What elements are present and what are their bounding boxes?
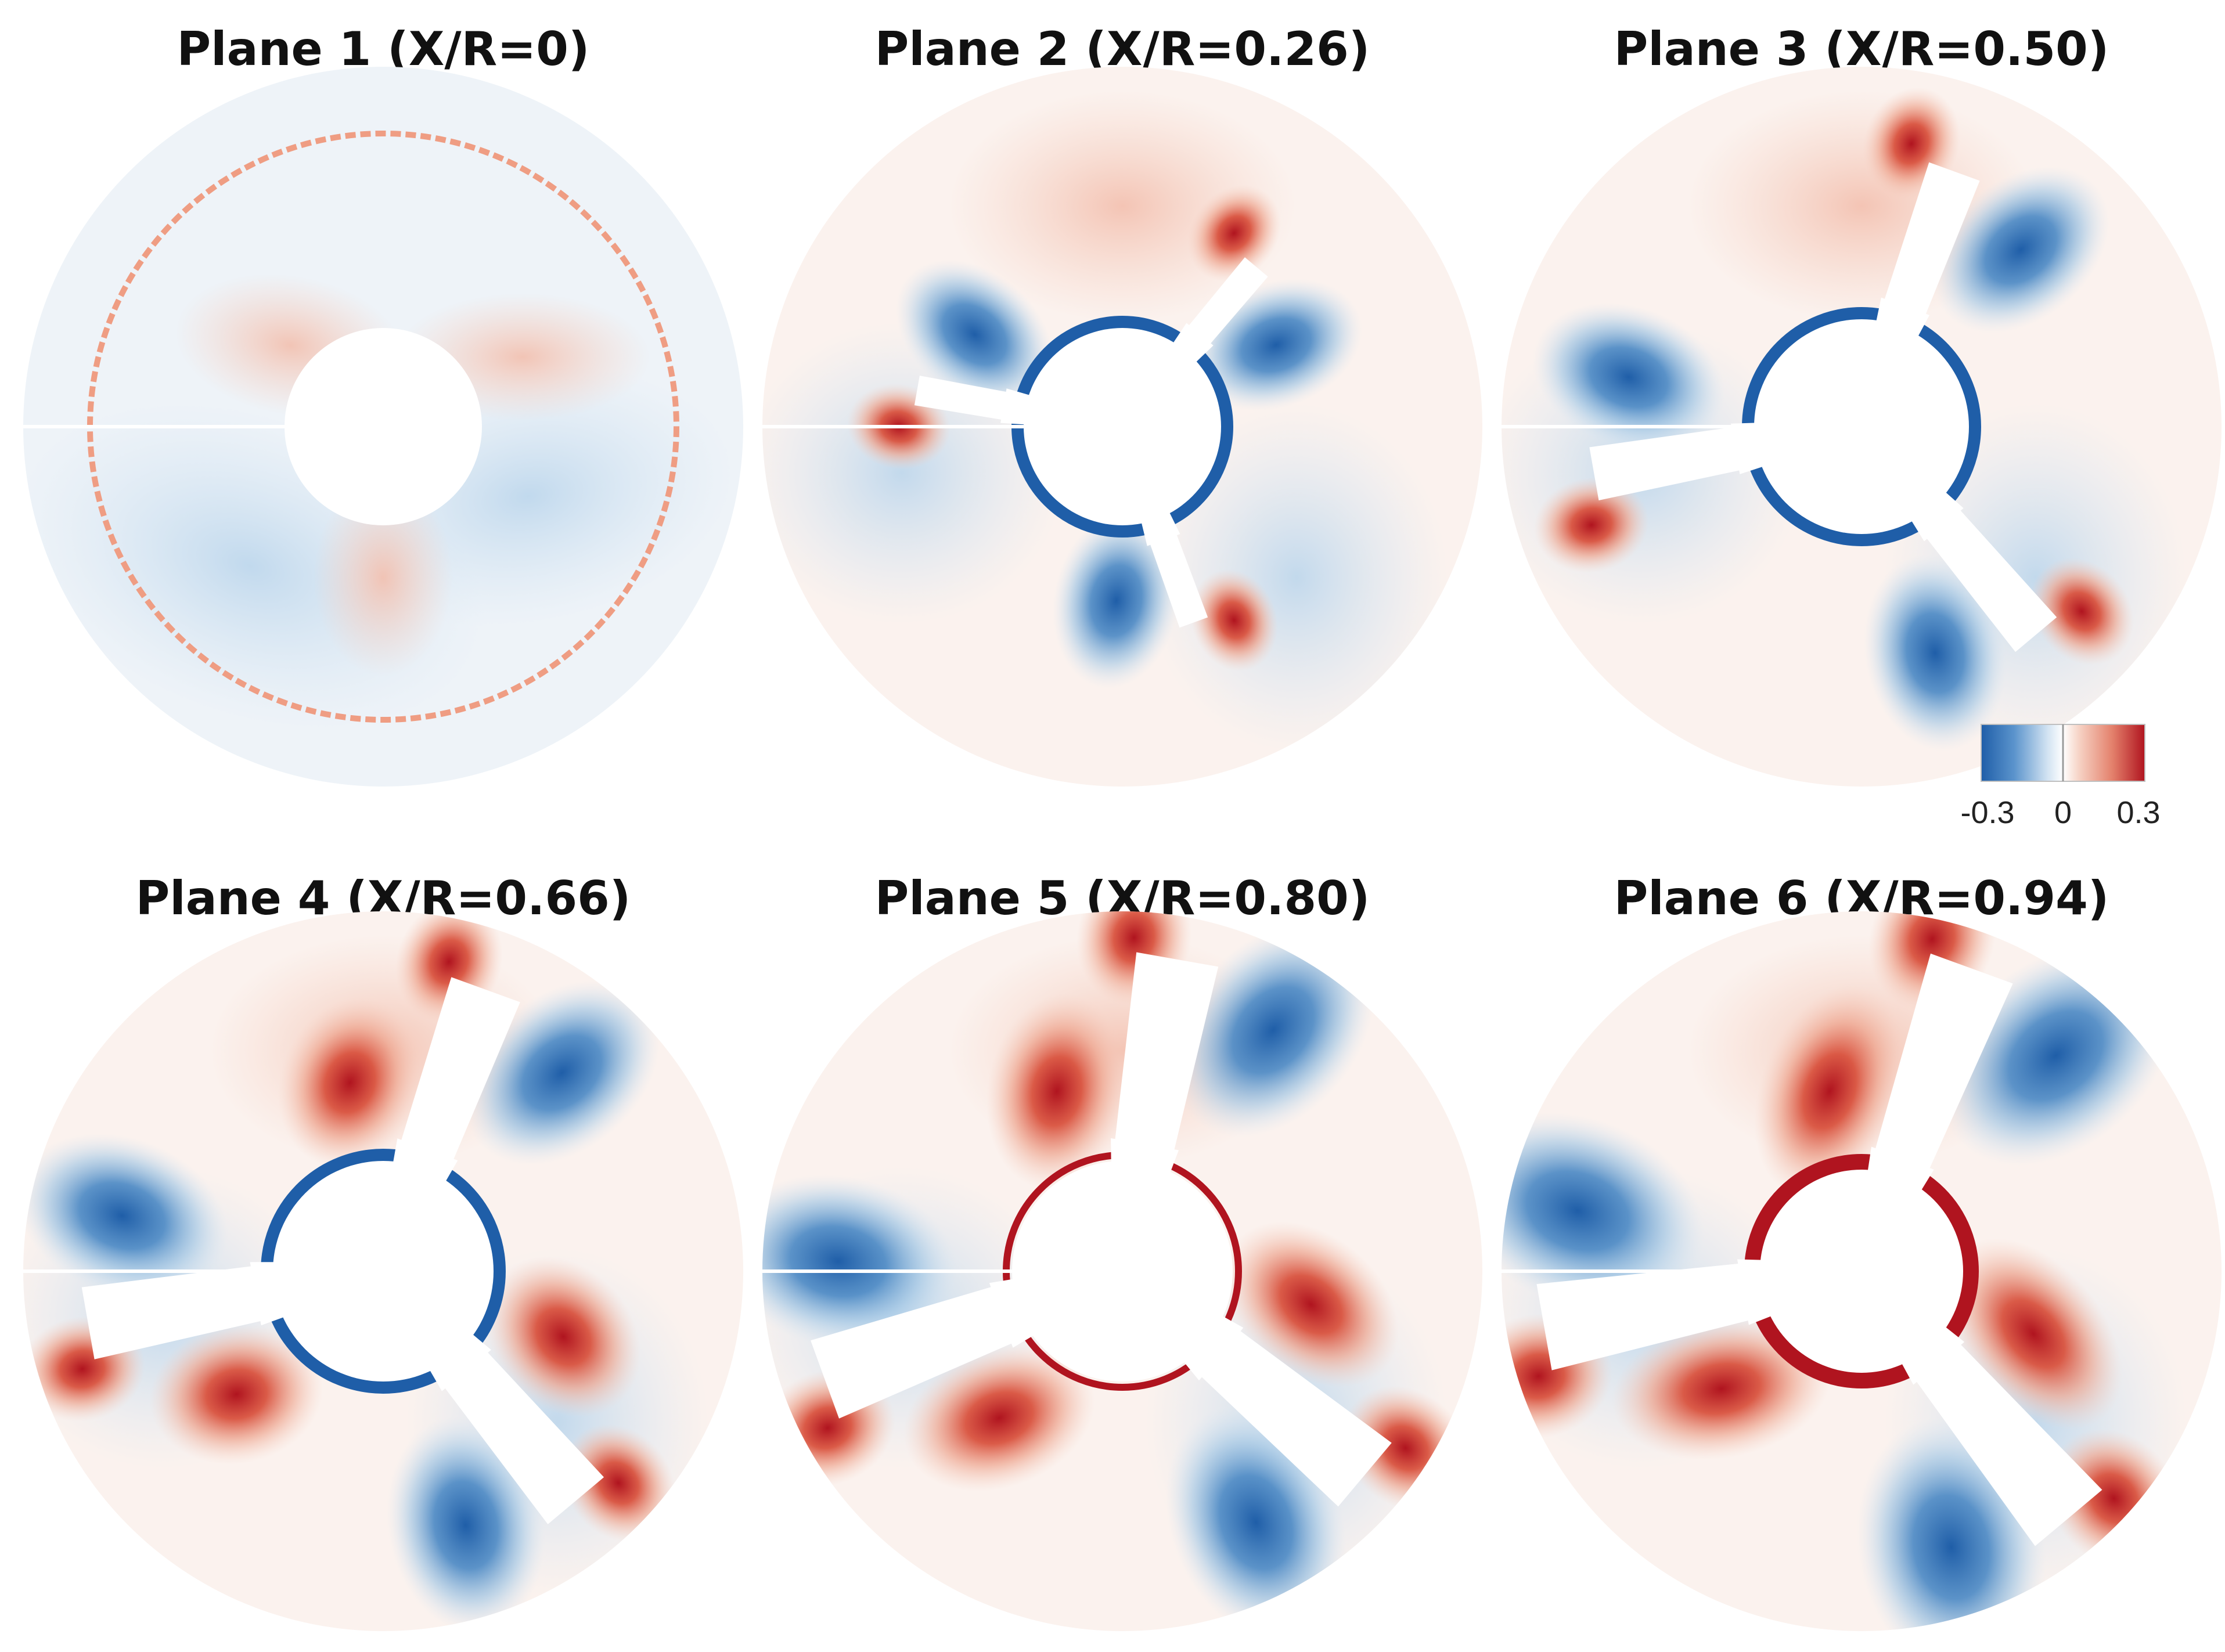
colorbar-tick-min: -0.3 [1960, 795, 2014, 830]
panel-3: Plane 3 (X/R=0.50) [1502, 22, 2222, 787]
panel-6: Plane 6 (X/R=0.94) [1502, 871, 2222, 1631]
positive-vortex [485, 1256, 641, 1417]
panel-5: Plane 5 (X/R=0.80) [762, 871, 1482, 1631]
hub-hole [1760, 1170, 1963, 1373]
positive-vortex [1612, 1317, 1831, 1460]
positive-vortex [150, 1324, 323, 1465]
negative-vortex [895, 259, 1054, 409]
negative-vortex [1052, 512, 1180, 689]
blade-mask [1906, 485, 2057, 652]
negative-vortex [1863, 554, 2007, 752]
negative-vortex [762, 1174, 957, 1348]
positive-vortex [1754, 984, 1906, 1197]
colorbar-tick-max: 0.3 [2116, 795, 2160, 830]
blade-root-mask [1731, 422, 1773, 474]
positive-vortex [986, 993, 1128, 1189]
panels-layer: Plane 1 (X/R=0) Plane 2 (X/R=0.26) Plane 3… [23, 22, 2222, 1631]
contour-lobes [762, 911, 1470, 1631]
blade-root-mask [391, 1138, 458, 1191]
negative-vortex [464, 980, 660, 1166]
blade-root-mask [989, 1277, 1043, 1348]
positive-vortex [2029, 557, 2134, 665]
negative-vortex [1171, 922, 1375, 1138]
blade-mask [1896, 1320, 2102, 1546]
blade-root-mask [1167, 323, 1214, 370]
blade-mask [391, 977, 520, 1191]
blade-root-mask [1737, 1259, 1781, 1325]
blade-root-mask [250, 1262, 294, 1326]
positive-vortex [1223, 1221, 1399, 1388]
positive-vortex [561, 1424, 676, 1542]
colorbar: -0.3 0 0.3 [1960, 724, 2161, 830]
blade-root-mask [1111, 1138, 1179, 1183]
contour-lobes [1502, 87, 2187, 752]
negative-vortex [23, 1133, 229, 1298]
blade-mask [1866, 953, 2013, 1200]
hub-hole [1012, 1161, 1233, 1382]
hub-hole [285, 328, 482, 525]
blade-root-mask [1000, 388, 1041, 425]
negative-vortex [386, 1416, 545, 1631]
blade-root-mask [1866, 1146, 1934, 1200]
hub-hole [1754, 319, 1969, 534]
blade-mask [424, 1327, 604, 1524]
blade-mask [81, 1262, 294, 1359]
hub-hole [1024, 328, 1221, 525]
blade-mask [1589, 422, 1773, 500]
positive-vortex [278, 997, 422, 1168]
blade-mask [1536, 1260, 1781, 1370]
blade-mask [1874, 162, 1980, 346]
positive-vortex [1187, 185, 1281, 282]
blade-mask [1176, 1310, 1392, 1507]
blade-root-mask [424, 1327, 491, 1391]
blade-mask [811, 1277, 1043, 1419]
positive-vortex [903, 1344, 1095, 1492]
blade-root-mask [1874, 297, 1930, 346]
colorbar-tick-zero: 0 [2054, 795, 2072, 830]
blade-root-mask [1176, 1310, 1244, 1381]
positive-vortex [1190, 569, 1278, 672]
blade-root-mask [1906, 485, 1964, 542]
blade-mask [1111, 952, 1219, 1183]
positive-vortex [1534, 477, 1649, 573]
negative-vortex [1532, 302, 1725, 452]
hub-hole [273, 1161, 494, 1382]
contour-lobes [1502, 911, 2187, 1631]
negative-vortex [1932, 166, 2109, 334]
positive-region [314, 479, 453, 676]
blade-root-mask [1139, 503, 1180, 546]
blade-root-mask [1896, 1320, 1965, 1385]
panel-2: Plane 2 (X/R=0.26) [762, 22, 1482, 787]
panel-4: Plane 4 (X/R=0.66) [23, 871, 743, 1631]
panel-1: Plane 1 (X/R=0) [23, 22, 743, 787]
